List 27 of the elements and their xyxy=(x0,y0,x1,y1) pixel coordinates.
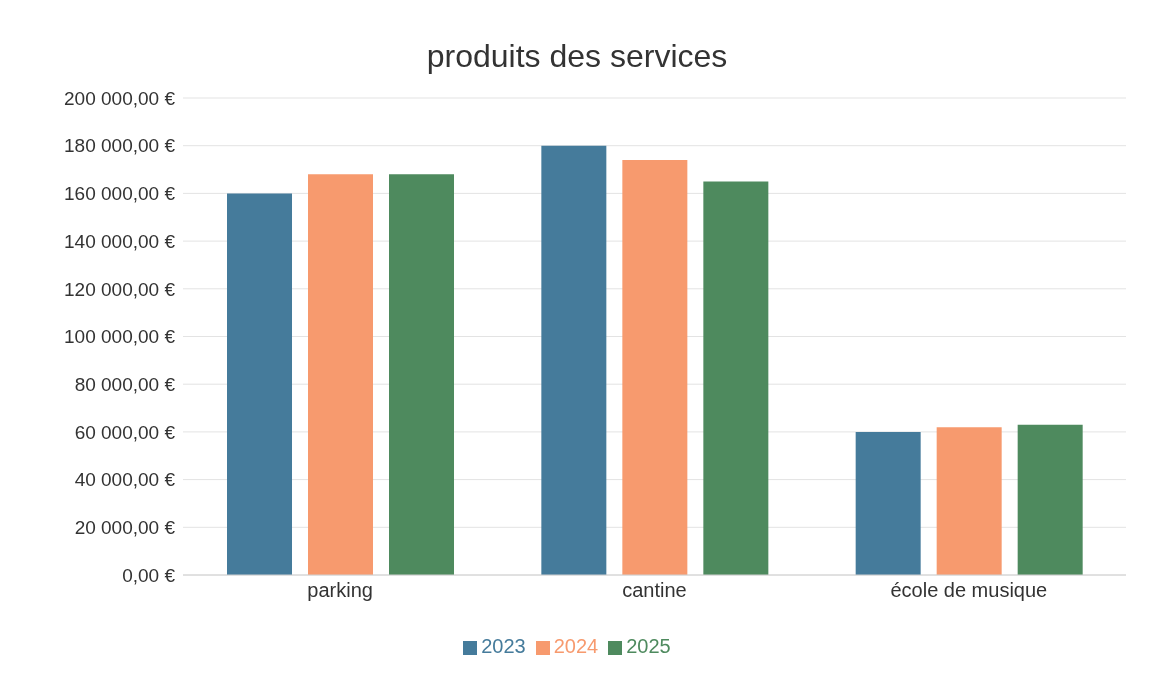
y-tick-label: 20 000,00 € xyxy=(74,517,176,539)
bar xyxy=(703,181,769,575)
bar xyxy=(541,145,607,575)
legend-label: 2025 xyxy=(626,635,671,657)
legend-label: 2024 xyxy=(553,635,599,657)
bar xyxy=(227,193,293,575)
x-tick-label: parking xyxy=(307,579,373,602)
y-tick-label: 40 000,00 € xyxy=(74,469,176,491)
y-tick-label: 200 000,00 € xyxy=(64,87,176,109)
legend-label: 2023 xyxy=(481,635,526,657)
x-tick-label: cantine xyxy=(622,579,687,602)
bar xyxy=(622,160,688,575)
bar xyxy=(389,174,455,575)
bar xyxy=(1017,424,1083,575)
y-tick-label: 120 000,00 € xyxy=(64,278,176,300)
y-tick-label: 0,00 € xyxy=(122,564,176,586)
y-tick-label: 80 000,00 € xyxy=(74,373,176,395)
y-tick-label: 160 000,00 € xyxy=(64,183,176,205)
y-tick-label: 180 000,00 € xyxy=(64,135,176,157)
y-tick-label: 60 000,00 € xyxy=(74,421,176,443)
chart-title: produits des services xyxy=(425,37,729,76)
bar xyxy=(308,174,374,575)
y-tick-label: 140 000,00 € xyxy=(64,230,176,252)
x-tick-label: école de musique xyxy=(890,579,1048,602)
bar xyxy=(855,431,921,575)
y-tick-label: 100 000,00 € xyxy=(64,326,176,348)
bar xyxy=(936,427,1002,575)
